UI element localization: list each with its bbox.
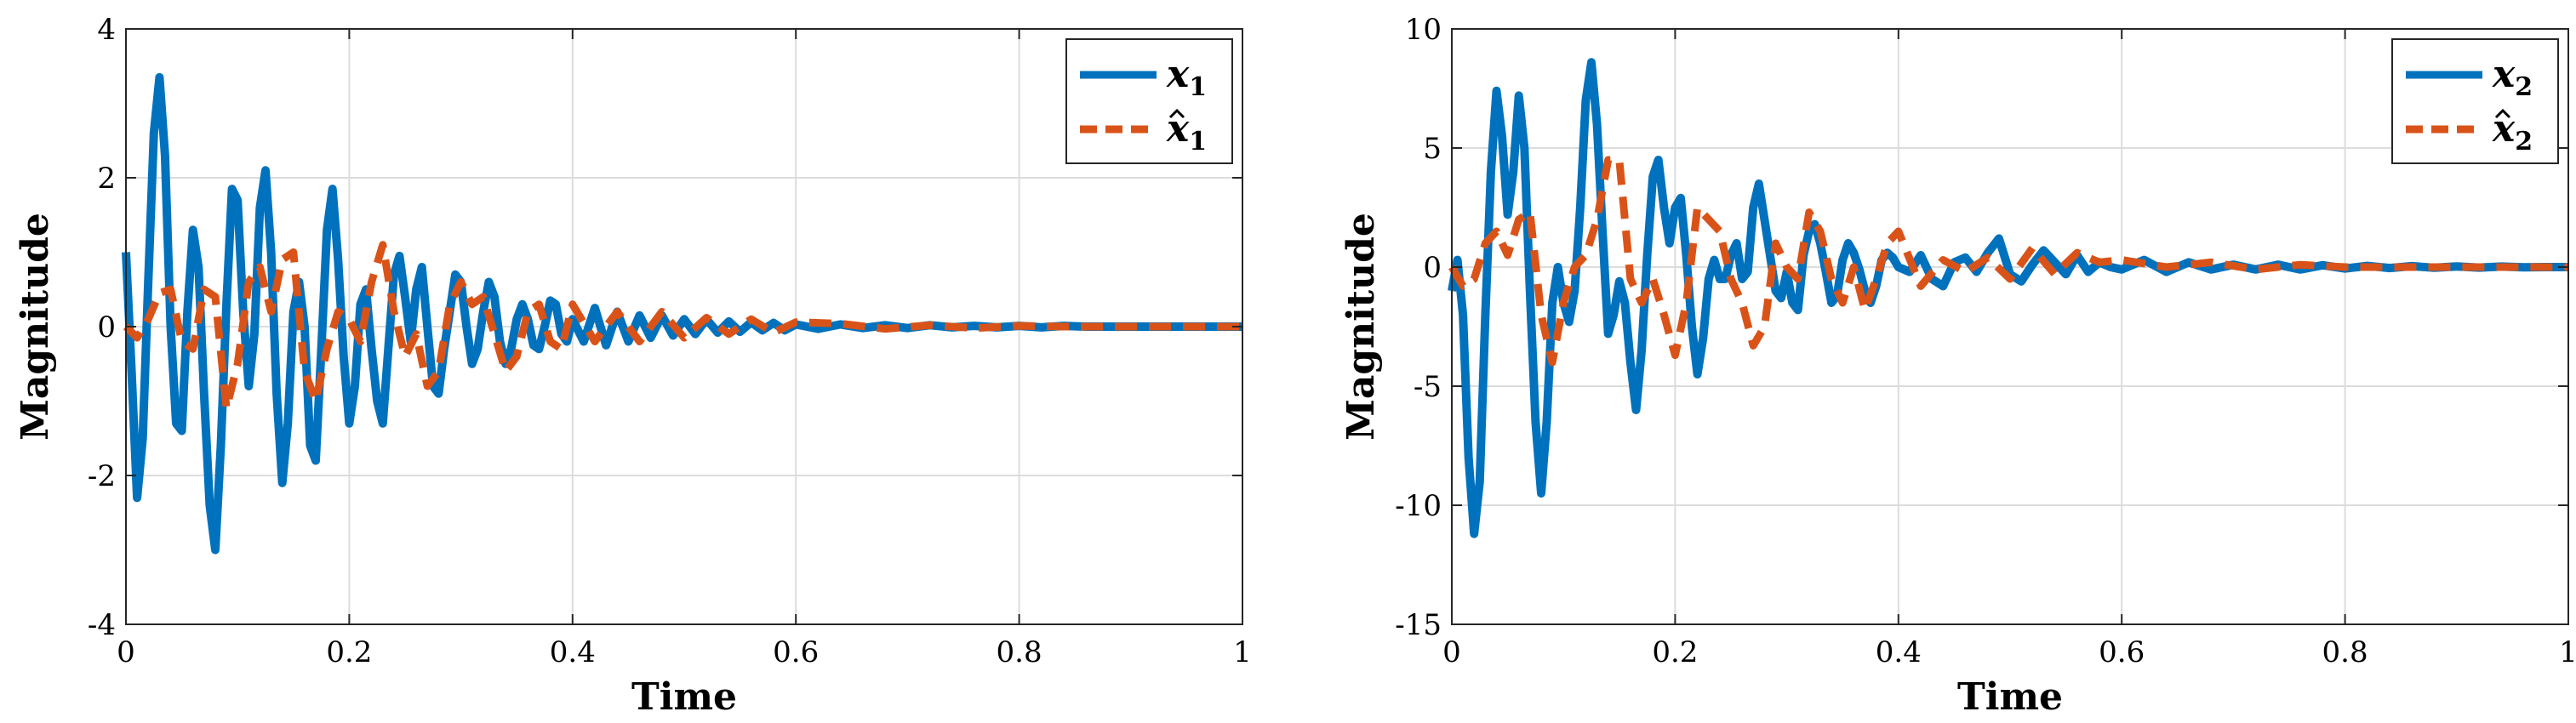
y-tick-label: -5 <box>1414 370 1442 404</box>
x-axis-label: Time <box>631 675 737 719</box>
hat-accent <box>1168 108 1185 119</box>
y-tick-label: -10 <box>1395 489 1442 523</box>
y-axis-label: Magnitude <box>1339 213 1383 441</box>
legend-label: x1 <box>1166 107 1207 157</box>
y-tick-label: 4 <box>97 13 116 47</box>
x-tick-label: 0.6 <box>773 635 819 669</box>
legend-label: x1 <box>1166 53 1207 102</box>
x-tick-label: 0.8 <box>2322 635 2368 669</box>
x-tick-label: 1 <box>2559 635 2576 669</box>
x-tick-label: 0.8 <box>997 635 1042 669</box>
x-tick-label: 0.2 <box>326 635 372 669</box>
legend-label: x2 <box>2492 53 2533 102</box>
x-tick-label: 0.4 <box>1876 635 1922 669</box>
y-tick-label: 5 <box>1423 132 1442 166</box>
y-tick-label: 10 <box>1405 13 1442 47</box>
left-chart-panel: 0 0.2 0.4 0.6 0.8 1 -4 -2 0 2 4 Time Magnitude x1 x1 <box>14 13 1252 719</box>
y-tick-label: -15 <box>1395 608 1442 642</box>
y-tick-label: -4 <box>88 608 116 642</box>
x-axis-label: Time <box>1957 675 2063 719</box>
y-tick-label: 0 <box>1423 251 1442 285</box>
estimate-series-line <box>1448 156 2568 367</box>
x-tick-label: 0.4 <box>550 635 596 669</box>
x-tick-label: 0.2 <box>1652 635 1698 669</box>
legend-label: x2 <box>2492 107 2533 157</box>
plot-area <box>1452 29 2568 624</box>
y-tick-label: 0 <box>97 310 116 344</box>
legend-box <box>2391 38 2559 164</box>
x-tick-label: 0 <box>117 635 135 669</box>
y-axis-label: Magnitude <box>14 213 57 441</box>
hat-accent <box>2494 108 2511 119</box>
right-chart-panel: 0 0.2 0.4 0.6 0.8 1 -15 -10 -5 0 5 10 Time Magnitude x… <box>1339 13 2576 719</box>
x-tick-label: 1 <box>1233 635 1252 669</box>
y-tick-label: 2 <box>97 162 116 196</box>
legend-box <box>1065 38 1233 164</box>
x-tick-label: 0.6 <box>2099 635 2145 669</box>
axes-frame <box>1451 28 2569 625</box>
y-tick-label: -2 <box>88 459 116 493</box>
estimate-series-line <box>123 241 1242 413</box>
x-tick-label: 0 <box>1442 635 1461 669</box>
